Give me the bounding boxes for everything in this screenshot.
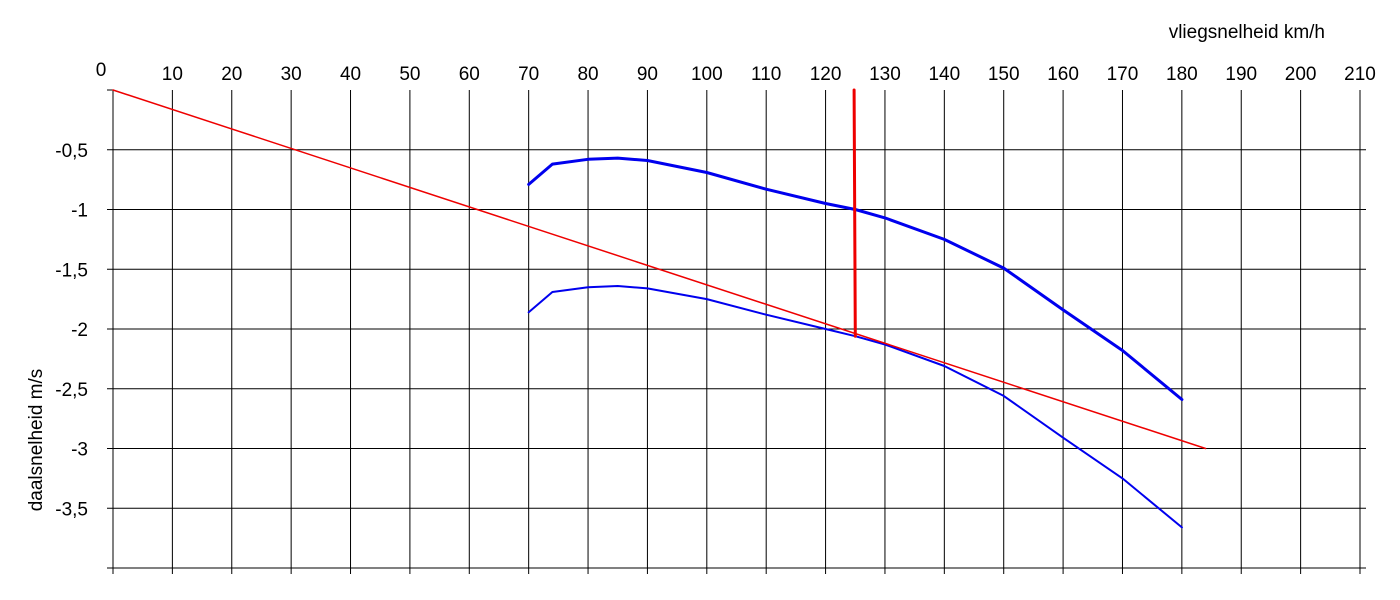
x-tick-labels: 0 10 20 30 40 50 60 70 80 90 100 110 120 130 140 150 160…	[96, 60, 1376, 85]
grid	[107, 89, 1366, 574]
x-axis-title: vliegsnelheid km/h	[1169, 22, 1325, 43]
x-tick-label: 30	[281, 64, 302, 85]
x-tick-label: 130	[869, 64, 901, 85]
x-tick-label: 210	[1344, 64, 1376, 85]
y-tick-labels: -0,5 -1 -1,5 -2 -2,5 -3 -3,5	[55, 141, 88, 521]
x-tick-label: 200	[1285, 64, 1317, 85]
y-tick-label: -1	[71, 201, 88, 222]
y-tick-label: -2	[71, 320, 88, 341]
x-tick-label: 50	[399, 64, 420, 85]
x-tick-label: 80	[577, 64, 598, 85]
y-tick-label: -3,5	[55, 499, 88, 520]
x-tick-label: 160	[1047, 64, 1079, 85]
x-tick-label: 60	[459, 64, 480, 85]
x-tick-label: 110	[751, 64, 781, 85]
series-group	[112, 88, 1207, 529]
x-tick-label: 100	[691, 64, 723, 85]
series-line-2	[527, 285, 1183, 529]
series-line-4	[852, 88, 857, 338]
x-tick-label: 90	[637, 64, 658, 85]
y-tick-label: -0,5	[55, 141, 88, 162]
x-tick-label: 180	[1166, 64, 1198, 85]
x-tick-label: 150	[988, 64, 1020, 85]
x-tick-label: 10	[162, 64, 183, 85]
x-tick-label: 40	[340, 64, 361, 85]
x-tick-label: 70	[518, 64, 539, 85]
series-line-1	[527, 156, 1184, 401]
y-tick-label: -3	[71, 440, 88, 461]
x-tick-label: 120	[810, 64, 842, 85]
series-line-3	[112, 89, 1207, 450]
x-tick-label: 20	[221, 64, 242, 85]
x-tick-label: 140	[928, 64, 960, 85]
y-tick-label: -2,5	[55, 380, 88, 401]
y-axis-title: daalsnelheid m/s	[26, 369, 47, 512]
x-tick-label: 170	[1107, 64, 1139, 85]
x-tick-label: 0	[96, 60, 107, 81]
x-tick-label: 190	[1225, 64, 1257, 85]
y-tick-label: -1,5	[55, 260, 88, 281]
